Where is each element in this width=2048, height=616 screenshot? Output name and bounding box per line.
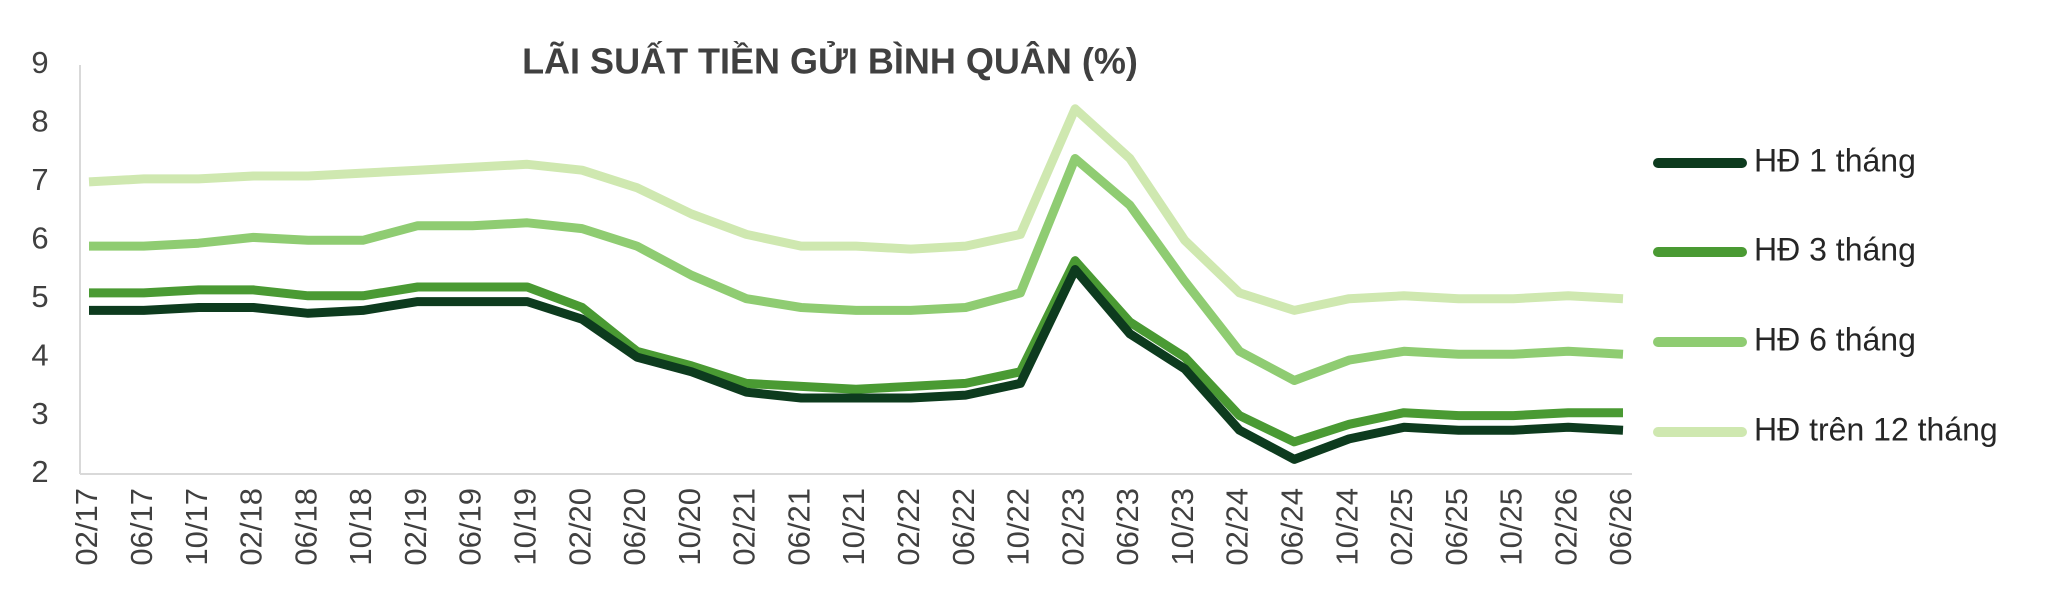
x-tick-label: 02/22 <box>891 488 926 566</box>
x-tick-label: 02/18 <box>234 488 269 566</box>
y-tick-label: 4 <box>31 337 48 372</box>
x-tick-label: 02/25 <box>1384 488 1419 566</box>
x-tick-label: 06/17 <box>124 488 159 566</box>
series-line <box>88 104 1624 315</box>
x-tick-label: 06/25 <box>1439 488 1474 566</box>
legend-label: HĐ 3 tháng <box>1754 231 1916 267</box>
legend-label: HĐ 6 tháng <box>1754 321 1916 357</box>
x-tick-label: 10/20 <box>672 488 707 566</box>
x-tick-label: 02/19 <box>398 488 433 566</box>
chart-title: LÃI SUẤT TIỀN GỬI BÌNH QUÂN (%) <box>522 40 1138 82</box>
x-tick-label: 10/17 <box>179 488 214 566</box>
x-tick-label: 10/21 <box>836 488 871 566</box>
x-tick-label: 02/20 <box>562 488 597 566</box>
x-tick-label: 02/24 <box>1220 488 1255 566</box>
legend-label: HĐ trên 12 tháng <box>1754 411 1998 447</box>
x-tick-label: 02/17 <box>69 488 104 566</box>
y-tick-label: 3 <box>31 396 48 431</box>
y-tick-label: 7 <box>31 162 48 197</box>
x-tick-label: 10/19 <box>507 488 542 566</box>
y-tick-label: 8 <box>31 104 48 139</box>
y-tick-label: 2 <box>31 454 48 489</box>
x-tick-label: 10/24 <box>1329 488 1364 566</box>
x-tick-label: 02/21 <box>727 488 762 566</box>
series-line <box>89 256 1623 447</box>
x-tick-label: 10/23 <box>1165 488 1200 566</box>
x-tick-label: 02/26 <box>1548 488 1583 566</box>
x-tick-label: 06/20 <box>617 488 652 566</box>
x-tick-label: 02/23 <box>1055 488 1090 566</box>
legend-label: HĐ 1 tháng <box>1754 142 1916 178</box>
x-tick-label: 10/25 <box>1494 488 1529 566</box>
y-tick-label: 5 <box>31 279 48 314</box>
y-tick-label: 9 <box>31 45 48 80</box>
series-line <box>89 265 1624 464</box>
x-tick-label: 10/22 <box>1001 488 1036 566</box>
x-tick-label: 06/19 <box>453 488 488 566</box>
x-tick-label: 10/18 <box>343 488 378 566</box>
x-tick-label: 06/24 <box>1274 488 1309 566</box>
x-tick-label: 06/22 <box>946 488 981 566</box>
series-line <box>89 154 1624 385</box>
x-tick-label: 06/23 <box>1110 488 1145 566</box>
x-tick-label: 06/21 <box>781 488 816 566</box>
x-tick-label: 06/26 <box>1603 488 1638 566</box>
y-tick-label: 6 <box>31 220 48 255</box>
x-tick-label: 06/18 <box>288 488 323 566</box>
